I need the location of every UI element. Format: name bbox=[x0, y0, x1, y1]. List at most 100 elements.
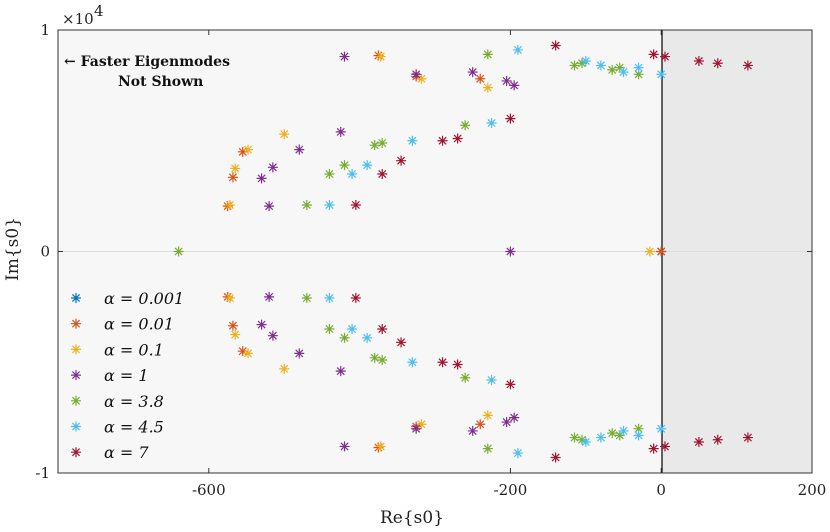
data-point bbox=[614, 430, 625, 441]
data-point bbox=[369, 140, 380, 151]
data-point bbox=[227, 172, 238, 183]
data-point bbox=[335, 366, 346, 377]
legend-entry: α = 0.1 bbox=[104, 340, 164, 359]
annotation-line-1: ← Faster Eigenmodes bbox=[64, 54, 230, 70]
data-point bbox=[644, 246, 655, 257]
data-point bbox=[460, 120, 471, 131]
data-point bbox=[339, 160, 350, 171]
data-point bbox=[267, 162, 278, 173]
data-point bbox=[467, 425, 478, 436]
legend-entry: α = 3.8 bbox=[104, 392, 164, 411]
data-point bbox=[324, 293, 335, 304]
data-point bbox=[475, 73, 486, 84]
data-point bbox=[633, 62, 644, 73]
data-point bbox=[742, 60, 753, 71]
data-point bbox=[512, 44, 523, 55]
data-point bbox=[460, 372, 471, 383]
data-point bbox=[595, 432, 606, 443]
data-point bbox=[230, 329, 241, 340]
data-point bbox=[377, 137, 388, 148]
data-point bbox=[222, 201, 233, 212]
data-point bbox=[742, 432, 753, 443]
data-point bbox=[222, 291, 233, 302]
data-point bbox=[482, 49, 493, 60]
data-point bbox=[362, 160, 373, 171]
data-point bbox=[237, 146, 248, 157]
data-point bbox=[324, 168, 335, 179]
legend-marker bbox=[71, 395, 81, 406]
legend-entry: α = 0.001 bbox=[104, 289, 184, 308]
data-point bbox=[607, 64, 618, 75]
data-point bbox=[712, 434, 723, 445]
data-point bbox=[230, 163, 241, 174]
data-point bbox=[377, 324, 388, 335]
y-axis-label: Im{s0} bbox=[3, 217, 23, 281]
data-point bbox=[267, 330, 278, 341]
data-point bbox=[475, 419, 486, 430]
data-point bbox=[577, 58, 588, 69]
data-point bbox=[243, 144, 254, 155]
x-tick-label: -600 bbox=[192, 481, 226, 499]
data-point bbox=[347, 324, 358, 335]
data-point bbox=[237, 346, 248, 357]
data-point bbox=[486, 118, 497, 129]
legend-entry: α = 7 bbox=[104, 443, 149, 462]
data-point bbox=[656, 246, 667, 257]
x-tick-label: -200 bbox=[494, 481, 528, 499]
legend-marker bbox=[71, 344, 81, 355]
legend-marker bbox=[71, 370, 81, 381]
data-point bbox=[577, 434, 588, 445]
data-point bbox=[633, 423, 644, 434]
data-point bbox=[335, 126, 346, 137]
data-point bbox=[656, 423, 667, 434]
data-point bbox=[243, 348, 254, 359]
data-point bbox=[607, 428, 618, 439]
y-tick-label: -1 bbox=[35, 464, 50, 482]
data-point bbox=[486, 374, 497, 385]
x-axis-label: Re{s0} bbox=[380, 508, 444, 528]
data-point bbox=[509, 80, 520, 91]
data-point bbox=[633, 430, 644, 441]
legend-entry: α = 4.5 bbox=[104, 418, 164, 437]
x-tick-label: 0 bbox=[656, 481, 666, 499]
legend-marker bbox=[71, 421, 81, 432]
data-point bbox=[505, 113, 516, 124]
data-point bbox=[264, 201, 275, 212]
y-axis: -1 0 1 bbox=[35, 21, 812, 482]
data-point bbox=[411, 423, 422, 434]
data-point bbox=[173, 246, 184, 257]
data-point bbox=[279, 129, 290, 140]
data-point bbox=[227, 320, 238, 331]
data-point bbox=[614, 62, 625, 73]
data-point bbox=[396, 155, 407, 166]
y-tick-label: 0 bbox=[40, 243, 50, 261]
data-point bbox=[648, 49, 659, 60]
data-point bbox=[618, 425, 629, 436]
data-point bbox=[482, 82, 493, 93]
data-point bbox=[339, 332, 350, 343]
data-point bbox=[569, 60, 580, 71]
data-point bbox=[396, 337, 407, 348]
data-point bbox=[693, 436, 704, 447]
y-exponent-power: 4 bbox=[94, 2, 104, 20]
data-point bbox=[501, 75, 512, 86]
data-point bbox=[693, 56, 704, 67]
x-axis: -600 -200 0 200 bbox=[192, 30, 826, 499]
data-point bbox=[595, 60, 606, 71]
data-point bbox=[301, 199, 312, 210]
data-point bbox=[512, 448, 523, 459]
data-point bbox=[350, 293, 361, 304]
legend-entry: α = 1 bbox=[104, 366, 149, 385]
data-point bbox=[437, 135, 448, 146]
data-point bbox=[482, 443, 493, 454]
data-point bbox=[452, 359, 463, 370]
data-point bbox=[294, 144, 305, 155]
data-point bbox=[452, 133, 463, 144]
annotation-line-2: Not Shown bbox=[118, 74, 203, 90]
y-exponent-base: ×10 bbox=[62, 10, 94, 28]
legend-entry: α = 0.01 bbox=[104, 315, 174, 334]
data-point bbox=[350, 199, 361, 210]
data-point bbox=[373, 50, 384, 61]
data-point bbox=[407, 135, 418, 146]
